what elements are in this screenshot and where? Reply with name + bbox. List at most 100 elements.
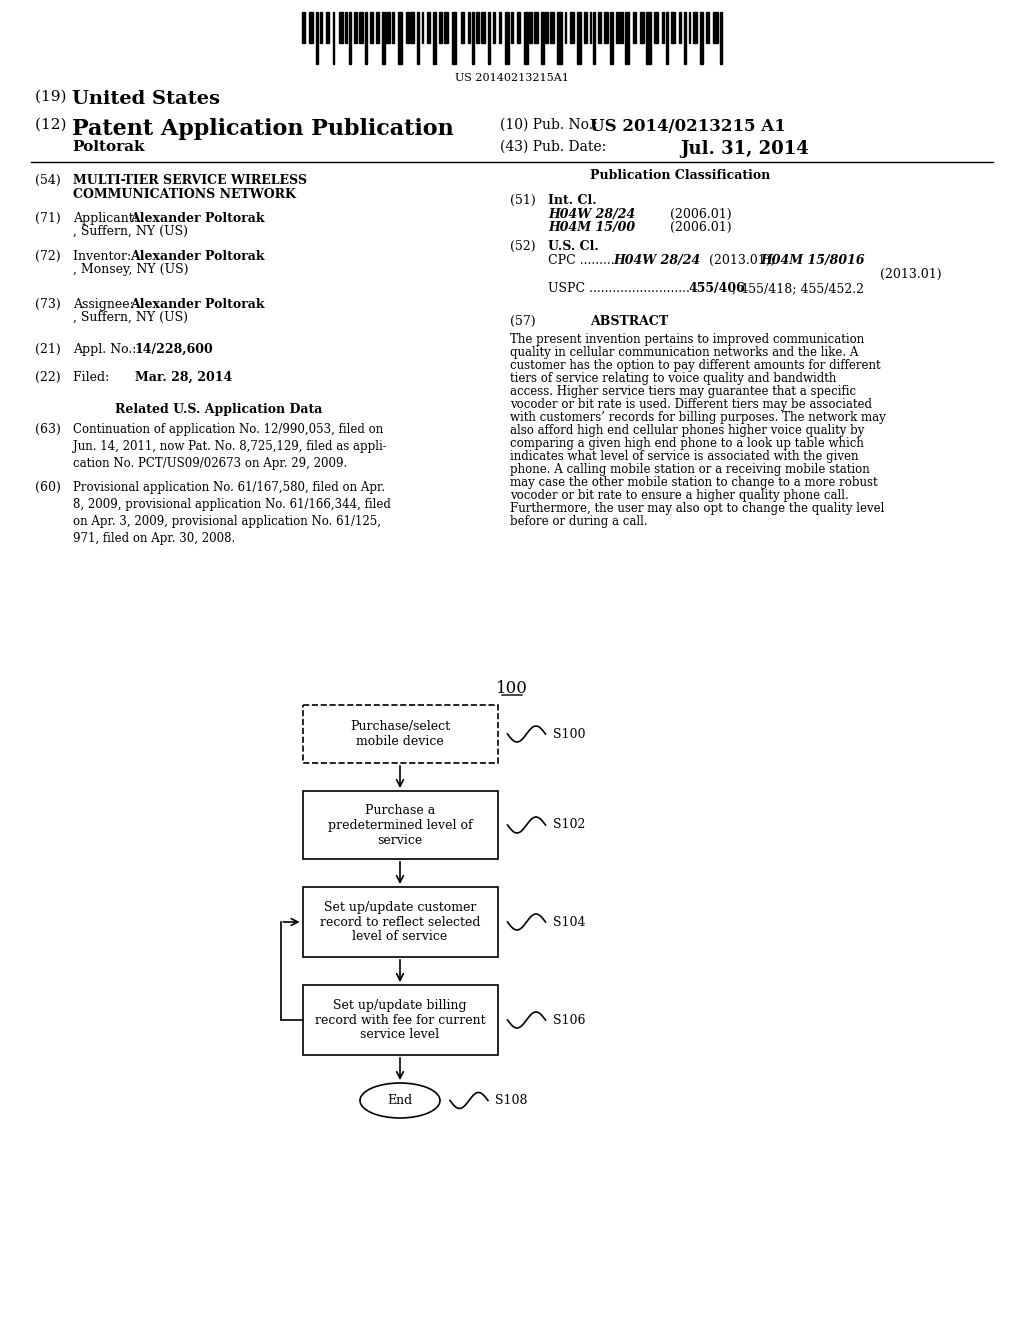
Bar: [472, 12, 474, 63]
Text: customer has the option to pay different amounts for different: customer has the option to pay different…: [510, 359, 881, 372]
Text: (63): (63): [35, 422, 60, 436]
Bar: [386, 12, 390, 44]
Text: Assignee:: Assignee:: [73, 298, 138, 312]
Ellipse shape: [360, 1082, 440, 1118]
Text: Furthermore, the user may also opt to change the quality level: Furthermore, the user may also opt to ch…: [510, 502, 885, 515]
Text: H04M 15/8016: H04M 15/8016: [760, 253, 864, 267]
Text: Int. Cl.: Int. Cl.: [548, 194, 597, 207]
Text: (21): (21): [35, 343, 60, 356]
Text: (2013.01): (2013.01): [880, 268, 942, 281]
Text: U.S. Cl.: U.S. Cl.: [548, 240, 599, 253]
Bar: [433, 12, 435, 63]
Bar: [688, 12, 690, 44]
Text: Purchase a
predetermined level of
service: Purchase a predetermined level of servic…: [328, 804, 472, 846]
Text: COMMUNICATIONS NETWORK: COMMUNICATIONS NETWORK: [73, 187, 296, 201]
Bar: [359, 12, 362, 44]
Bar: [443, 12, 449, 44]
Text: End: End: [387, 1094, 413, 1107]
Bar: [633, 12, 636, 44]
Bar: [699, 12, 702, 63]
Text: comparing a given high end phone to a look up table which: comparing a given high end phone to a lo…: [510, 437, 864, 450]
Bar: [598, 12, 600, 44]
Bar: [684, 12, 686, 63]
Bar: [524, 12, 527, 63]
Bar: [671, 12, 675, 44]
Bar: [550, 12, 554, 44]
Text: Jul. 31, 2014: Jul. 31, 2014: [680, 140, 809, 158]
Text: Related U.S. Application Data: Related U.S. Application Data: [115, 403, 323, 416]
Bar: [593, 12, 595, 63]
Text: Alexander Poltorak: Alexander Poltorak: [130, 298, 264, 312]
Bar: [422, 12, 423, 44]
Bar: [667, 12, 669, 63]
Text: may case the other mobile station to change to a more robust: may case the other mobile station to cha…: [510, 477, 878, 488]
Text: (71): (71): [35, 213, 60, 224]
Bar: [326, 12, 329, 44]
Bar: [610, 12, 612, 63]
Bar: [487, 12, 490, 63]
Bar: [333, 12, 334, 63]
Bar: [625, 12, 629, 63]
Bar: [411, 12, 414, 44]
Text: (51): (51): [510, 194, 536, 207]
Text: S108: S108: [495, 1094, 527, 1107]
Bar: [417, 12, 419, 63]
Bar: [640, 12, 644, 44]
Bar: [319, 12, 322, 44]
Bar: [557, 12, 561, 63]
Bar: [494, 12, 495, 44]
Bar: [427, 12, 430, 44]
Bar: [468, 12, 470, 44]
Bar: [316, 12, 317, 63]
Text: Set up/update billing
record with fee for current
service level: Set up/update billing record with fee fo…: [314, 998, 485, 1041]
Text: (72): (72): [35, 249, 60, 263]
Text: Provisional application No. 61/167,580, filed on Apr.
8, 2009, provisional appli: Provisional application No. 61/167,580, …: [73, 480, 391, 545]
Text: (57): (57): [510, 315, 536, 327]
Bar: [590, 12, 591, 44]
Bar: [377, 12, 379, 44]
Bar: [603, 12, 608, 44]
Text: quality in cellular communication networks and the like. A: quality in cellular communication networ…: [510, 346, 858, 359]
Text: Poltorak: Poltorak: [72, 140, 144, 154]
Text: (2006.01): (2006.01): [670, 220, 731, 234]
Text: (2006.01): (2006.01): [670, 209, 731, 220]
Bar: [511, 12, 513, 44]
FancyBboxPatch shape: [302, 887, 498, 957]
Bar: [309, 12, 312, 44]
Bar: [564, 12, 566, 44]
Bar: [714, 12, 718, 44]
Text: H04M 15/00: H04M 15/00: [548, 220, 635, 234]
Text: Applicant:: Applicant:: [73, 213, 142, 224]
Bar: [679, 12, 681, 44]
Text: USPC ..........................: USPC ..........................: [548, 282, 694, 294]
Text: (12): (12): [35, 117, 72, 132]
Text: S100: S100: [553, 727, 585, 741]
Bar: [546, 12, 548, 44]
Text: (43) Pub. Date:: (43) Pub. Date:: [500, 140, 606, 154]
Text: tiers of service relating to voice quality and bandwidth: tiers of service relating to voice quali…: [510, 372, 837, 385]
Bar: [370, 12, 373, 44]
Bar: [653, 12, 657, 44]
Text: Alexander Poltorak: Alexander Poltorak: [130, 249, 264, 263]
Text: US 20140213215A1: US 20140213215A1: [455, 73, 569, 83]
Text: , Suffern, NY (US): , Suffern, NY (US): [73, 312, 188, 323]
Text: Continuation of application No. 12/990,053, filed on
Jun. 14, 2011, now Pat. No.: Continuation of application No. 12/990,0…: [73, 422, 387, 470]
Bar: [529, 12, 531, 44]
FancyBboxPatch shape: [302, 791, 498, 859]
Text: , Suffern, NY (US): , Suffern, NY (US): [73, 224, 188, 238]
Bar: [354, 12, 357, 44]
Text: S102: S102: [553, 818, 585, 832]
Text: United States: United States: [72, 90, 220, 108]
Bar: [438, 12, 441, 44]
Bar: [392, 12, 393, 44]
Text: 100: 100: [496, 680, 528, 697]
Text: access. Higher service tiers may guarantee that a specific: access. Higher service tiers may guarant…: [510, 385, 856, 399]
Bar: [481, 12, 485, 44]
Text: H04W 28/24: H04W 28/24: [548, 209, 635, 220]
Bar: [476, 12, 479, 44]
Bar: [621, 12, 623, 44]
Text: indicates what level of service is associated with the given: indicates what level of service is assoc…: [510, 450, 858, 463]
Text: (52): (52): [510, 240, 536, 253]
Bar: [516, 12, 520, 44]
Text: CPC ..........: CPC ..........: [548, 253, 623, 267]
